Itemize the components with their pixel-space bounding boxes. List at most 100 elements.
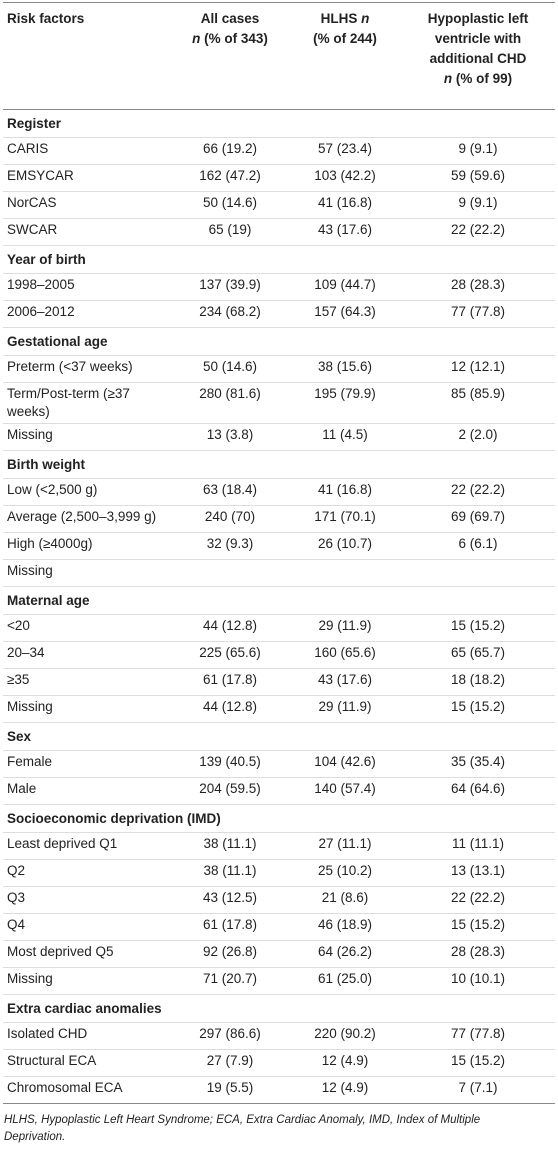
header-text: All cases xyxy=(200,11,260,26)
section-row: Sex xyxy=(3,722,555,751)
data-row: Female 139 (40.5) 104 (42.6) 35 (35.4) xyxy=(3,750,555,778)
header-note: (% of 99) xyxy=(455,71,513,86)
data-row: Q2 38 (11.1) 25 (10.2) 13 (13.1) xyxy=(3,859,555,887)
row-label: Missing xyxy=(3,967,171,995)
cell: 69 (69.7) xyxy=(401,505,555,533)
row-label: Q4 xyxy=(3,913,171,941)
data-row: 1998–2005 137 (39.9) 109 (44.7) 28 (28.3) xyxy=(3,273,555,301)
cell: 225 (65.6) xyxy=(171,641,289,669)
cell: 28 (28.3) xyxy=(401,273,555,301)
cell: 171 (70.1) xyxy=(289,505,401,533)
empty-cell xyxy=(289,559,401,587)
data-row: Q4 61 (17.8) 46 (18.9) 15 (15.2) xyxy=(3,913,555,941)
row-label: NorCAS xyxy=(3,191,171,219)
data-row: Q3 43 (12.5) 21 (8.6) 22 (22.2) xyxy=(3,886,555,914)
cell: 21 (8.6) xyxy=(289,886,401,914)
cell: 10 (10.1) xyxy=(401,967,555,995)
header-n: n xyxy=(443,71,453,86)
cell: 204 (59.5) xyxy=(171,777,289,805)
header-n: n xyxy=(192,31,201,46)
cell: 9 (9.1) xyxy=(401,191,555,219)
cell: 32 (9.3) xyxy=(171,532,289,560)
data-row: Low (<2,500 g) 63 (18.4) 41 (16.8) 22 (22.2… xyxy=(3,478,555,506)
cell: 28 (28.3) xyxy=(401,940,555,968)
row-label: <20 xyxy=(3,614,171,642)
cell: 64 (26.2) xyxy=(289,940,401,968)
cell: 12 (4.9) xyxy=(321,1080,369,1095)
cell: 59 (59.6) xyxy=(401,164,555,192)
cell: 234 (68.2) xyxy=(171,300,289,328)
header-text: Hypoplastic left ventricle with addition… xyxy=(427,11,529,66)
data-row: Male 204 (59.5) 140 (57.4) 64 (64.6) xyxy=(3,777,555,805)
row-label: Female xyxy=(3,750,171,778)
cell: 27 (7.9) xyxy=(171,1049,289,1077)
header-row: Risk factors All cases n (% of 343) HLHS n(… xyxy=(3,2,555,110)
row-label: 20–34 xyxy=(3,641,171,669)
row-label: CARIS xyxy=(3,137,171,165)
footnote: HLHS, Hypoplastic Left Heart Syndrome; E… xyxy=(4,1114,481,1143)
row-label: Average (2,500–3,999 g) xyxy=(3,505,171,533)
cell: 66 (19.2) xyxy=(171,137,289,165)
data-row: <20 44 (12.8) 29 (11.9) 15 (15.2) xyxy=(3,614,555,642)
cell: 41 (16.8) xyxy=(289,478,401,506)
section-title: Register xyxy=(3,109,555,138)
section-title: Sex xyxy=(3,722,555,751)
cell: 44 (12.8) xyxy=(171,614,289,642)
cell: 43 (17.6) xyxy=(289,668,401,696)
cell: 22 (22.2) xyxy=(401,478,555,506)
cell: 9 (9.1) xyxy=(401,137,555,165)
cell: 50 (14.6) xyxy=(171,355,289,383)
header-cell: HLHS n (% of 244) xyxy=(289,2,401,110)
header-cell: Risk factors xyxy=(3,2,171,110)
cell: 29 (11.9) xyxy=(289,695,401,723)
data-row: Missing 13 (3.8) 11 (4.5) 2 (2.0) xyxy=(3,423,555,451)
cell: 139 (40.5) xyxy=(171,750,289,778)
cell: 15 (15.2) xyxy=(401,695,555,723)
cell: 29 (11.9) xyxy=(289,614,401,642)
cell: 12 (12.1) xyxy=(401,355,555,383)
cell: 61 (17.8) xyxy=(171,668,289,696)
data-row: 2006–2012 234 (68.2) 157 (64.3) 77 (77.8) xyxy=(3,300,555,328)
cell: 15 (15.2) xyxy=(401,1049,555,1077)
cell: 77 (77.8) xyxy=(401,1022,555,1050)
row-label: High (≥4000g) xyxy=(3,532,171,560)
row-label: Missing xyxy=(3,559,171,587)
data-row: Missing xyxy=(3,559,555,587)
cell: 15 (15.2) xyxy=(401,913,555,941)
section-row: Extra cardiac anomalies xyxy=(3,994,555,1023)
data-row: 20–34 225 (65.6) 160 (65.6) 65 (65.7) xyxy=(3,641,555,669)
cell: 195 (79.9) xyxy=(289,382,401,424)
section-row: Year of birth xyxy=(3,245,555,274)
cell: 140 (57.4) xyxy=(289,777,401,805)
data-row: CARIS 66 (19.2) 57 (23.4) 9 (9.1) xyxy=(3,137,555,165)
data-row: Missing 44 (12.8) 29 (11.9) 15 (15.2) xyxy=(3,695,555,723)
cell: 92 (26.8) xyxy=(171,940,289,968)
row-label: Term/Post-term (≥37 weeks) xyxy=(3,382,171,424)
header-cell: All cases n (% of 343) xyxy=(171,2,289,110)
section-title: Year of birth xyxy=(3,245,555,274)
cell: 38 (11.1) xyxy=(171,859,289,887)
data-row: Term/Post-term (≥37 weeks) 280 (81.6) 195 … xyxy=(3,382,555,424)
row-label: Structural ECA xyxy=(3,1049,171,1077)
cell: 6 (6.1) xyxy=(401,532,555,560)
cell: 2 (2.0) xyxy=(401,423,555,451)
header-note: (% of 244) xyxy=(313,31,377,46)
cell: 22 (22.2) xyxy=(401,218,555,246)
cell: 11 (4.5) xyxy=(289,423,401,451)
cell: 13 (3.8) xyxy=(171,423,289,451)
header-text: Risk factors xyxy=(7,11,85,26)
cell: 19 (5.5) xyxy=(206,1080,254,1095)
cell: 43 (12.5) xyxy=(171,886,289,914)
cell: 7 (7.1) xyxy=(458,1080,498,1095)
section-title: Maternal age xyxy=(3,586,555,615)
data-row: Preterm (<37 weeks) 50 (14.6) 38 (15.6) 12 … xyxy=(3,355,555,383)
data-row: Least deprived Q1 38 (11.1) 27 (11.1) 11 (1… xyxy=(3,832,555,860)
section-row: Maternal age xyxy=(3,586,555,615)
data-row: EMSYCAR 162 (47.2) 103 (42.2) 59 (59.6) xyxy=(3,164,555,192)
data-row: ≥35 61 (17.8) 43 (17.6) 18 (18.2) xyxy=(3,668,555,696)
row-label: Q2 xyxy=(3,859,171,887)
header-text: HLHS xyxy=(320,11,358,26)
cell: 160 (65.6) xyxy=(289,641,401,669)
row-label: Q3 xyxy=(3,886,171,914)
